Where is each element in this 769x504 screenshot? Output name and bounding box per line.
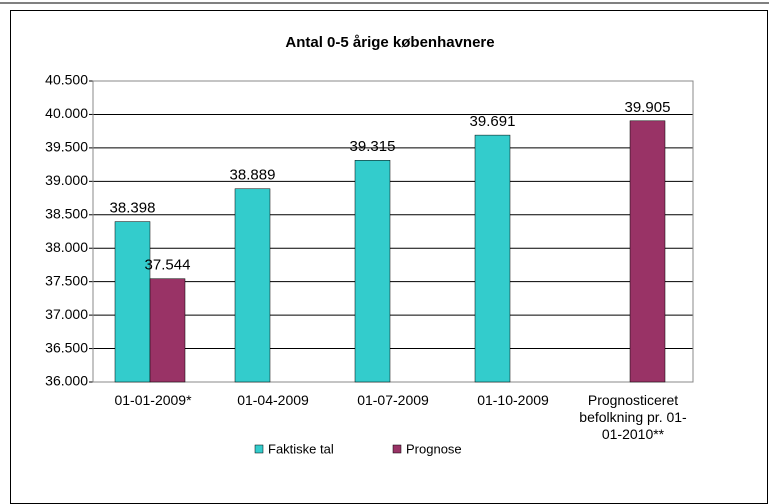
bar	[234, 188, 271, 383]
y-tick-label: 38.000	[45, 239, 88, 255]
data-label: 39.315	[350, 138, 396, 155]
x-tick-label: 01-04-2009	[237, 392, 309, 408]
y-tick-label: 37.000	[45, 306, 88, 322]
y-tick-label: 36.000	[45, 373, 88, 389]
y-tick-label: 40.500	[45, 72, 88, 88]
y-tick-label: 38.500	[45, 205, 88, 221]
bar	[354, 160, 391, 383]
legend-label: Faktiske tal	[268, 441, 334, 456]
legend-swatch	[392, 444, 402, 454]
bar	[629, 120, 666, 383]
y-tick-label: 39.500	[45, 139, 88, 155]
y-tick-label: 37.500	[45, 272, 88, 288]
chart-title: Antal 0-5 årige københavnere	[285, 34, 494, 51]
y-tick-label: 36.500	[45, 339, 88, 355]
y-tick-label: 39.000	[45, 172, 88, 188]
x-tick-label: 01-07-2009	[357, 392, 429, 408]
bar	[474, 134, 511, 383]
data-label: 39.691	[470, 113, 516, 130]
data-label: 38.398	[110, 200, 156, 217]
data-label: 38.889	[230, 167, 276, 184]
x-tick-label: Prognosticeret befolkning pr. 01-01-2010…	[579, 392, 687, 442]
data-label: 39.905	[625, 99, 671, 116]
x-tick-label: 01-01-2009*	[114, 392, 192, 408]
legend-swatch	[254, 444, 264, 454]
x-tick-label: 01-10-2009	[477, 392, 549, 408]
y-tick-label: 40.000	[45, 105, 88, 121]
legend-label: Prognose	[406, 441, 462, 456]
plot-frame	[92, 80, 694, 383]
data-label: 37.544	[145, 257, 191, 274]
bar	[114, 221, 151, 383]
bar	[149, 278, 186, 383]
